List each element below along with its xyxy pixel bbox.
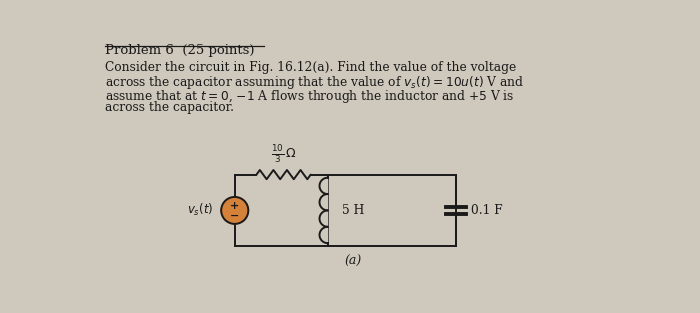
Text: 5 H: 5 H [342,204,364,217]
Text: $v_s(t)$: $v_s(t)$ [187,203,213,218]
Text: Consider the circuit in Fig. 16.12(a). Find the value of the voltage: Consider the circuit in Fig. 16.12(a). F… [104,61,516,74]
Text: across the capacitor assuming that the value of $v_s(t) = 10u(t)$ V and: across the capacitor assuming that the v… [104,74,524,91]
Text: $\frac{10}{3}\,\Omega$: $\frac{10}{3}\,\Omega$ [271,143,297,165]
Text: 0.1 F: 0.1 F [471,204,503,217]
Text: assume that at $t = 0$, $-1$ A flows through the inductor and $+5$ V is: assume that at $t = 0$, $-1$ A flows thr… [104,88,514,105]
Text: +: + [230,201,239,211]
Text: across the capacitor.: across the capacitor. [104,101,234,114]
Text: Problem 6  (25 points): Problem 6 (25 points) [104,44,254,57]
Circle shape [221,197,248,224]
Text: −: − [230,210,239,220]
Text: (a): (a) [344,255,362,268]
